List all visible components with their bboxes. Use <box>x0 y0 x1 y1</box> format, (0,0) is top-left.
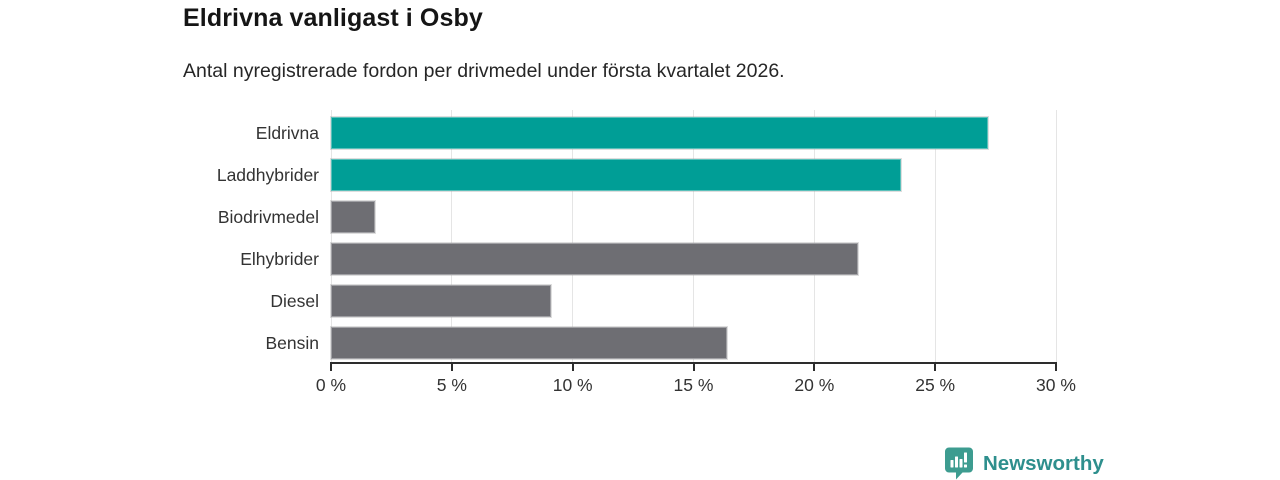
x-axis-tick <box>450 364 453 371</box>
x-axis-tick-label: 15 % <box>673 375 714 395</box>
x-axis-tick <box>692 364 695 371</box>
gridline <box>934 110 936 363</box>
gridline <box>1055 110 1057 363</box>
gridline <box>451 110 453 363</box>
x-axis-tick-label: 10 % <box>552 375 593 395</box>
bar-rows: Eldrivna Laddhybrider Biodrivmedel Elhybrid… <box>217 110 1056 363</box>
bar-chart-badge-icon <box>945 447 973 480</box>
x-axis: 0 % 5 % 10 % 15 % 20 % 25 % 30 % <box>316 362 1076 402</box>
category-label: Bensin <box>265 333 319 353</box>
gridline <box>693 110 694 363</box>
x-axis-tick-label: 30 % <box>1036 375 1076 395</box>
gridlines <box>330 110 1057 363</box>
x-axis-tick-label: 25 % <box>915 375 956 395</box>
bar <box>330 200 376 234</box>
bar-row: Bensin <box>265 326 1056 360</box>
gridline <box>813 110 815 363</box>
x-axis-tick <box>934 364 937 371</box>
category-label: Biodrivmedel <box>217 207 319 227</box>
bar-row: Diesel <box>270 284 1056 318</box>
category-label: Diesel <box>270 291 319 311</box>
chart-title: Eldrivna vanligast i Osby <box>183 4 483 32</box>
newsworthy-logo-text: Newsworthy <box>983 451 1104 475</box>
gridline <box>330 110 332 363</box>
gridline <box>572 110 574 363</box>
newsworthy-logo: Newsworthy <box>944 447 1104 480</box>
x-axis-tick-label: 5 % <box>436 375 467 395</box>
category-label: Eldrivna <box>255 123 319 143</box>
x-axis-tick <box>1055 364 1057 371</box>
bar-row: Elhybrider <box>240 242 1056 276</box>
x-axis-line <box>330 362 1057 364</box>
bar <box>330 242 859 276</box>
x-axis-tick-label: 0 % <box>315 375 347 395</box>
x-axis-tick <box>330 364 332 371</box>
bar <box>329 326 729 360</box>
plot-area: Eldrivna Laddhybrider Biodrivmedel Elhybrid… <box>217 110 1057 363</box>
bar <box>330 284 552 318</box>
bar-row: Eldrivna <box>256 116 1056 150</box>
x-axis-tick <box>813 364 816 371</box>
bar-row: Laddhybrider <box>217 158 1056 192</box>
bar <box>329 116 990 150</box>
bar-row: Biodrivmedel <box>218 200 1056 234</box>
x-axis-tick <box>571 364 574 371</box>
x-axis-tick-label: 20 % <box>794 375 835 395</box>
category-label: Laddhybrider <box>216 165 319 185</box>
bar <box>329 158 903 192</box>
chart-subtitle: Antal nyregistrerade fordon per drivmede… <box>183 60 785 82</box>
category-label: Elhybrider <box>240 249 319 269</box>
